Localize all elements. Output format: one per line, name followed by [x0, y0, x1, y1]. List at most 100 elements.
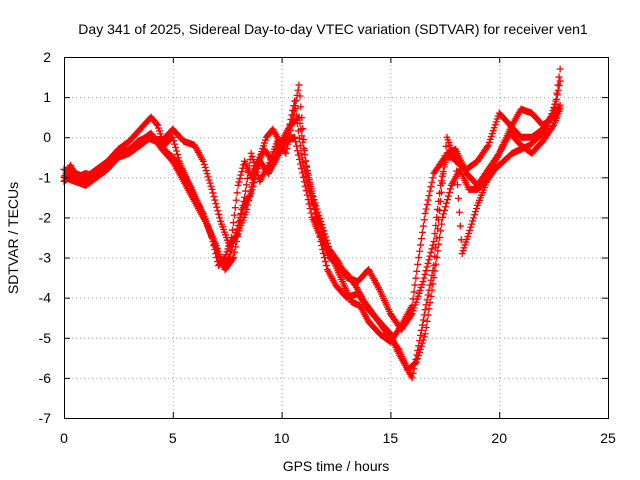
data-point: [434, 247, 442, 255]
data-point: [548, 110, 556, 118]
data-point: [465, 229, 473, 237]
data-point: [454, 181, 462, 189]
data-point: [394, 344, 402, 352]
data-point: [297, 126, 305, 134]
data-point: [429, 174, 437, 182]
data-point: [416, 247, 424, 255]
data-point: [296, 119, 304, 127]
data-point: [322, 262, 330, 270]
data-point: [204, 173, 212, 181]
data-point: [295, 156, 303, 164]
data-point: [248, 152, 256, 160]
x-tick-label: 5: [169, 430, 177, 446]
data-point: [435, 197, 443, 205]
data-point: [419, 336, 427, 344]
data-point: [427, 248, 435, 256]
data-point: [442, 199, 450, 207]
data-point: [430, 238, 438, 246]
data-point: [470, 214, 478, 222]
data-point: [435, 240, 443, 248]
data-point: [153, 120, 161, 128]
data-point: [301, 151, 309, 159]
data-point: [234, 181, 242, 189]
data-point: [421, 306, 429, 314]
data-point: [252, 172, 260, 180]
data-point: [472, 208, 480, 216]
data-point: [546, 116, 554, 124]
data-point: [248, 186, 256, 194]
data-point: [302, 157, 310, 165]
data-point: [422, 324, 430, 332]
data-point: [419, 316, 427, 324]
data-point: [418, 228, 426, 236]
data-point: [254, 164, 262, 172]
y-tick-label: -2: [39, 209, 52, 225]
data-point: [297, 103, 305, 111]
data-point: [419, 222, 427, 230]
data-point: [436, 189, 444, 197]
data-point: [415, 254, 423, 262]
data-point: [251, 175, 259, 183]
data-point: [236, 174, 244, 182]
data-point: [296, 92, 304, 100]
data-point: [214, 207, 222, 215]
data-point: [549, 106, 557, 114]
data-point: [423, 263, 431, 271]
data-point: [234, 232, 242, 240]
data-point: [421, 270, 429, 278]
data-point: [426, 299, 434, 307]
data-point: [436, 234, 444, 241]
data-point: [483, 143, 491, 151]
data-point: [547, 113, 555, 121]
data-point: [306, 205, 314, 213]
data-point: [229, 255, 237, 263]
y-tick-label: 1: [43, 89, 51, 105]
data-point: [425, 305, 433, 313]
data-point: [425, 192, 433, 200]
data-point: [430, 274, 438, 282]
data-series: [60, 77, 564, 382]
data-point: [229, 219, 237, 227]
data-point: [440, 210, 448, 218]
data-point: [235, 178, 243, 186]
data-point: [444, 192, 452, 200]
data-point: [455, 208, 463, 216]
data-point: [293, 142, 301, 150]
data-point: [230, 211, 238, 219]
data-point: [543, 125, 551, 133]
data-point: [247, 189, 255, 197]
data-point: [296, 160, 304, 168]
data-point: [415, 348, 423, 356]
data-point: [442, 203, 450, 211]
data-point: [421, 209, 429, 217]
data-point: [170, 137, 178, 145]
data-point: [298, 169, 306, 177]
data-point: [303, 191, 311, 199]
data-point: [545, 119, 553, 127]
data-point: [556, 77, 564, 85]
data-point: [437, 177, 445, 185]
data-point: [247, 149, 255, 157]
data-point: [446, 185, 454, 193]
data-point: [420, 274, 428, 282]
y-tick-label: -1: [39, 169, 52, 185]
data-point: [292, 138, 300, 146]
data-point: [438, 172, 446, 180]
data-point: [228, 226, 236, 234]
data-point: [294, 86, 302, 94]
data-point: [249, 156, 257, 164]
data-point: [409, 369, 417, 377]
data-point: [321, 258, 329, 266]
data-point: [436, 181, 444, 189]
data-point: [232, 196, 240, 204]
data-point: [423, 201, 431, 209]
data-point: [420, 333, 428, 341]
data-point: [429, 241, 437, 249]
data-point: [555, 73, 563, 81]
data-point: [431, 267, 439, 275]
data-point: [426, 252, 434, 260]
data-point: [282, 149, 290, 157]
data-point: [303, 163, 311, 171]
data-point: [551, 100, 559, 108]
